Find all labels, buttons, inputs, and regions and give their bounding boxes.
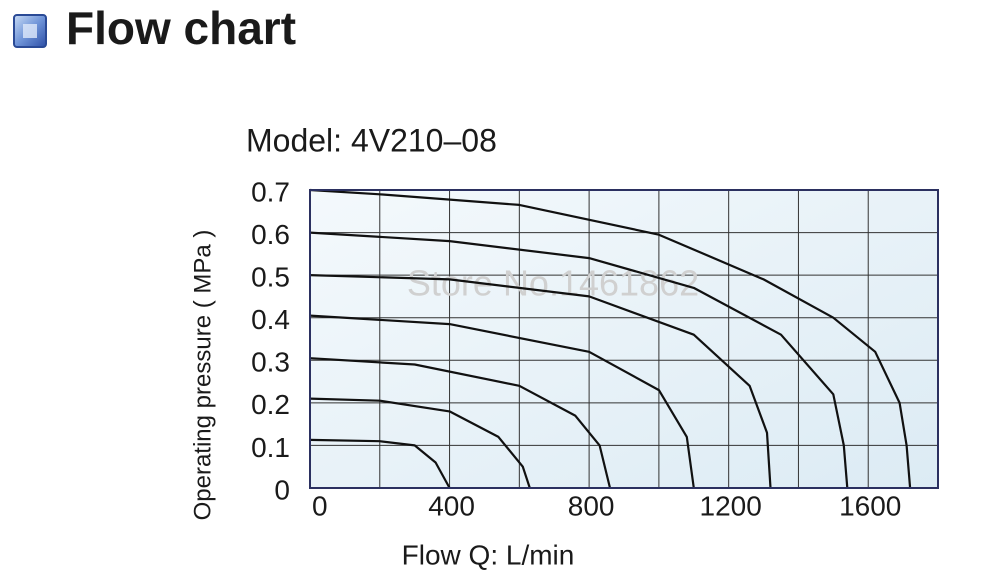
header-title: Flow chart bbox=[66, 2, 296, 54]
x-tick-label: 1200 bbox=[700, 490, 762, 521]
y-tick-label: 0.1 bbox=[251, 432, 290, 463]
flow-curve bbox=[309, 274, 772, 489]
flow-curve bbox=[309, 314, 695, 489]
flow-curve bbox=[309, 357, 612, 489]
y-axis-label: Operating pressure ( MPa ) bbox=[189, 230, 216, 521]
y-tick-label: 0.3 bbox=[251, 347, 290, 378]
x-tick-label: 1600 bbox=[839, 490, 901, 521]
x-tick-label: 0 bbox=[312, 490, 328, 521]
plot-frame bbox=[309, 189, 939, 489]
flow-curve bbox=[309, 397, 531, 489]
header-icon-inner bbox=[23, 24, 37, 38]
y-tick-label: 0 bbox=[274, 474, 290, 505]
flow-curve bbox=[309, 188, 912, 489]
flow-curve bbox=[309, 231, 849, 489]
watermark: Store No.1461862 bbox=[407, 263, 699, 304]
y-tick-label: 0.5 bbox=[251, 262, 290, 293]
y-tick-label: 0.6 bbox=[251, 219, 290, 250]
flow-curve bbox=[309, 438, 451, 489]
y-tick-label: 0.2 bbox=[251, 389, 290, 420]
x-tick-label: 400 bbox=[428, 490, 475, 521]
y-tick-label: 0.7 bbox=[251, 176, 290, 207]
y-tick-label: 0.4 bbox=[251, 304, 290, 335]
x-axis-label: Flow Q: L/min bbox=[402, 539, 575, 570]
chart-title: Model: 4V210–08 bbox=[246, 122, 497, 158]
x-tick-label: 800 bbox=[568, 490, 615, 521]
